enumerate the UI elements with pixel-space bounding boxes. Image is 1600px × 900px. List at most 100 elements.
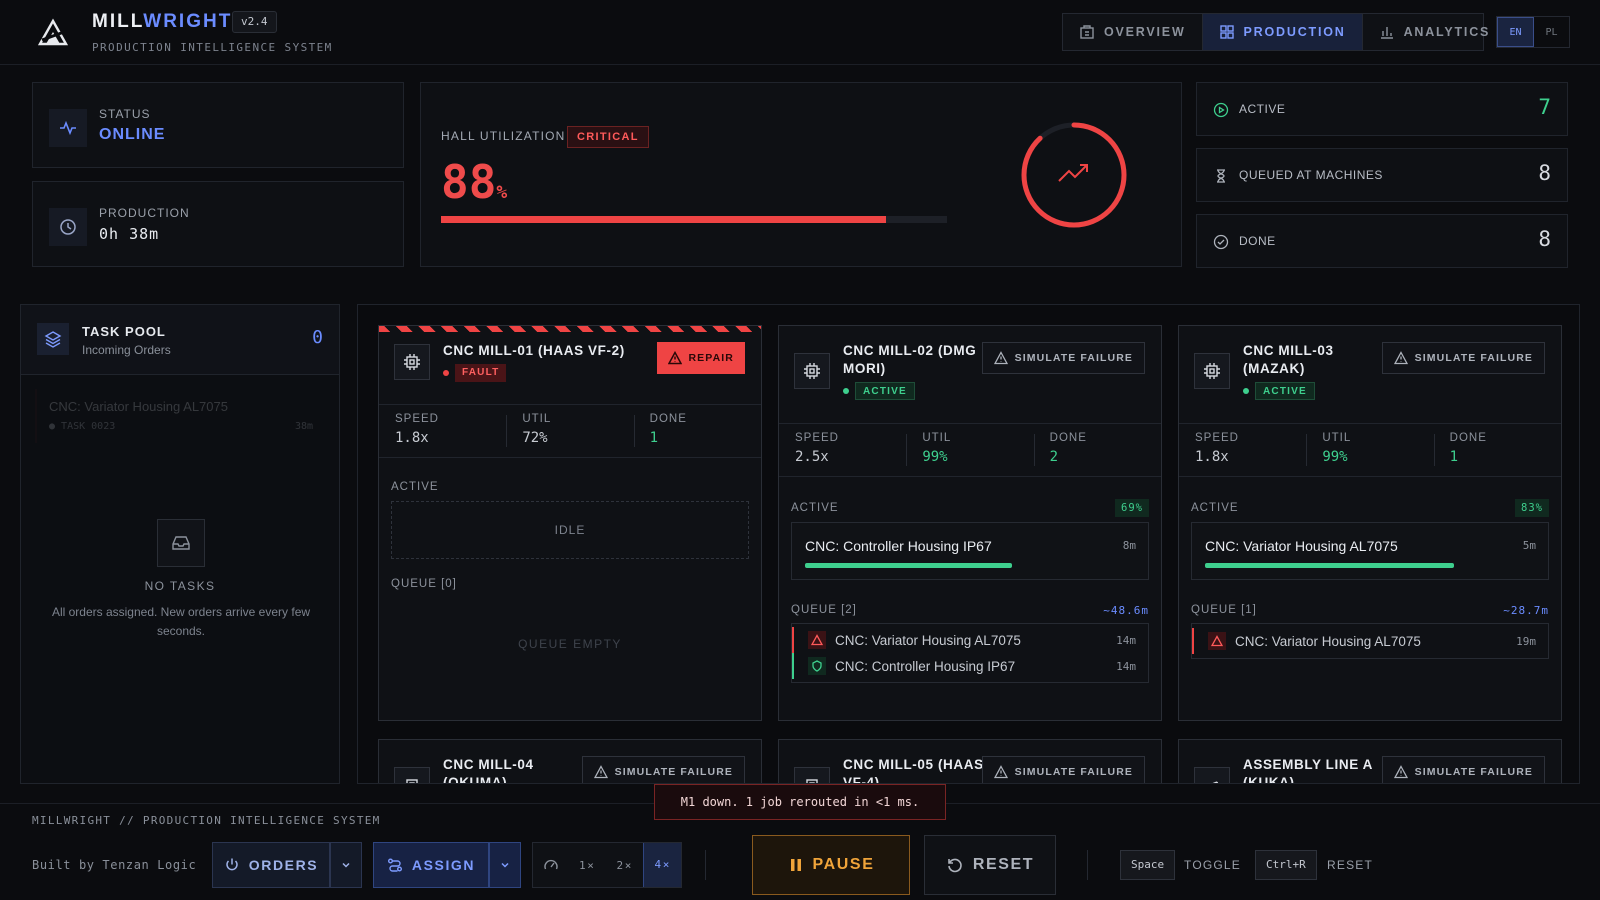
active-section-label: ACTIVE 83% <box>1191 499 1549 517</box>
queue-item[interactable]: CNC: Variator Housing AL7075 19m <box>1192 628 1548 654</box>
speed-4x-button[interactable]: 4× <box>643 843 681 887</box>
lang-pl-button[interactable]: PL <box>1545 26 1558 38</box>
footer-credit: Built by Tenzan Logic <box>32 858 197 872</box>
layers-icon <box>37 323 69 355</box>
chevron-down-icon <box>340 859 352 871</box>
util-value: 72% <box>522 430 548 446</box>
language-switch: EN PL <box>1496 16 1570 48</box>
speed-value: 2.5x <box>795 449 829 465</box>
tab-production[interactable]: PRODUCTION <box>1202 14 1363 50</box>
shortcut-key-ctrl-r: Ctrl+R <box>1255 850 1317 880</box>
warning-icon <box>667 351 682 365</box>
version-badge: v2.4 <box>232 11 277 33</box>
main-nav: OVERVIEW PRODUCTION ANALYTICS <box>1062 13 1488 51</box>
kpi-queued-value: 8 <box>1538 161 1551 185</box>
no-tasks-title: NO TASKS <box>144 579 216 593</box>
job-progress-bar <box>805 563 1012 568</box>
machine-card-mill-01: CNC MILL-01 (HAAS VF-2) FAULT REPAIR SPE… <box>378 325 762 721</box>
warning-icon <box>993 765 1008 779</box>
status-badge: ACTIVE <box>1255 382 1315 400</box>
shortcut-key-space: Space <box>1120 850 1176 880</box>
tab-overview[interactable]: OVERVIEW <box>1063 14 1203 50</box>
assign-dropdown-button[interactable] <box>489 842 521 888</box>
reroute-toast: M1 down. 1 job rerouted in <1 ms. <box>654 784 946 820</box>
util-value: 99% <box>922 449 948 465</box>
status-dot <box>843 388 849 394</box>
machines-grid: CNC MILL-01 (HAAS VF-2) FAULT REPAIR SPE… <box>357 304 1580 784</box>
hall-utilization-bar <box>441 216 947 223</box>
hall-utilization-value: 88% <box>441 155 508 209</box>
pause-button[interactable]: PAUSE <box>752 835 910 895</box>
rotate-ccw-icon <box>946 856 964 874</box>
machine-metrics: SPEED 1.8x UTIL 72% DONE 1 <box>379 404 761 458</box>
inbox-icon <box>157 519 205 567</box>
util-value: 99% <box>1322 449 1348 465</box>
brand-name: MILLWRIGHT <box>92 11 233 32</box>
app-subtitle: PRODUCTION INTELLIGENCE SYSTEM <box>92 41 333 54</box>
orders-dropdown-button[interactable] <box>330 842 362 888</box>
simulate-failure-button[interactable]: SIMULATE FAILURE <box>581 756 745 783</box>
shield-check-icon <box>808 657 826 675</box>
assign-button[interactable]: ASSIGN <box>373 842 489 888</box>
warning-icon <box>1393 351 1408 365</box>
machine-card-mill-05: CNC MILL-05 (HAAS VF-4) SIMULATE FAILURE <box>778 739 1162 783</box>
idle-slot: IDLE <box>391 501 749 559</box>
speed-2x-button[interactable]: 2× <box>616 858 633 872</box>
cpu-icon <box>794 353 830 389</box>
active-percent: 69% <box>1115 499 1149 517</box>
hall-utilization-label: HALL UTILIZATION <box>441 129 566 143</box>
orders-button[interactable]: ORDERS <box>212 842 330 888</box>
queue-empty-text: QUEUE EMPTY <box>518 637 622 651</box>
lang-en-button[interactable]: EN <box>1497 17 1534 47</box>
building-icon <box>1079 24 1095 40</box>
machine-card-assembly-line-a: ASSEMBLY LINE A (KUKA) SIMULATE FAILURE <box>1178 739 1562 784</box>
done-value: 2 <box>1049 449 1059 465</box>
simulate-failure-button[interactable]: SIMULATE FAILURE <box>981 756 1145 783</box>
route-icon <box>387 857 403 873</box>
kpi-active-value: 7 <box>1538 95 1551 119</box>
alert-icon <box>1208 632 1226 650</box>
status-badge: FAULT <box>455 364 507 382</box>
warning-icon <box>1393 765 1408 779</box>
kpi-queued: QUEUED AT MACHINES 8 <box>1196 148 1568 202</box>
critical-badge: CRITICAL <box>567 126 649 148</box>
speed-value: 1.8x <box>1195 449 1229 465</box>
simulate-failure-button[interactable]: SIMULATE FAILURE <box>1381 342 1545 374</box>
machine-name: ASSEMBLY LINE A (KUKA) <box>1243 757 1373 784</box>
simulate-failure-button[interactable]: SIMULATE FAILURE <box>1381 756 1545 783</box>
status-dot <box>1243 388 1249 394</box>
machine-card-mill-02: CNC MILL-02 (DMG MORI) ACTIVE SIMULATE F… <box>778 325 1162 721</box>
queue-label: QUEUE [2] ~48.6m <box>791 604 1149 617</box>
grid-icon <box>1219 24 1235 40</box>
machine-card-mill-03: CNC MILL-03 (MAZAK) ACTIVE SIMULATE FAIL… <box>1178 325 1562 721</box>
kpi-done-value: 8 <box>1538 227 1551 251</box>
app-header: MILLWRIGHT v2.4 PRODUCTION INTELLIGENCE … <box>0 0 1600 65</box>
task-pool-header: TASK POOL Incoming Orders 0 <box>21 305 339 375</box>
queue-item[interactable]: CNC: Variator Housing AL7075 14m <box>792 627 1148 653</box>
repair-button[interactable]: REPAIR <box>656 342 745 374</box>
check-circle-icon <box>1213 234 1229 255</box>
no-tasks-description: All orders assigned. New orders arrive e… <box>51 605 311 638</box>
active-job[interactable]: CNC: Variator Housing AL7075 5m <box>1191 522 1549 580</box>
status-dot <box>443 370 449 376</box>
queue-list: CNC: Variator Housing AL7075 14m CNC: Co… <box>791 623 1149 683</box>
kpi-active: ACTIVE 7 <box>1196 82 1568 136</box>
active-section-label: ACTIVE 69% <box>791 499 1149 517</box>
tab-analytics[interactable]: ANALYTICS <box>1363 14 1507 50</box>
simulate-failure-button[interactable]: SIMULATE FAILURE <box>981 342 1145 374</box>
queue-eta: ~48.6m <box>1103 604 1149 617</box>
active-job[interactable]: CNC: Controller Housing IP67 8m <box>791 522 1149 580</box>
production-time-card: PRODUCTION 0h 38m <box>32 181 404 267</box>
speed-selector: 1× 2× 4× <box>532 842 682 888</box>
task-pool-count: 0 <box>312 327 323 348</box>
speed-value: 1.8x <box>395 430 429 446</box>
machine-card-mill-04: CNC MILL-04 (OKUMA) SIMULATE FAILURE <box>378 739 762 783</box>
fault-stripes <box>379 326 761 332</box>
machine-name: CNC MILL-01 (HAAS VF-2) <box>443 343 625 358</box>
machine-metrics: SPEED 2.5x UTIL 99% DONE 2 <box>779 423 1161 477</box>
queue-item[interactable]: CNC: Controller Housing IP67 14m <box>792 653 1148 679</box>
active-percent: 83% <box>1515 499 1549 517</box>
done-value: 1 <box>1449 449 1459 465</box>
speed-1x-button[interactable]: 1× <box>579 858 596 872</box>
reset-button[interactable]: RESET <box>924 835 1056 895</box>
